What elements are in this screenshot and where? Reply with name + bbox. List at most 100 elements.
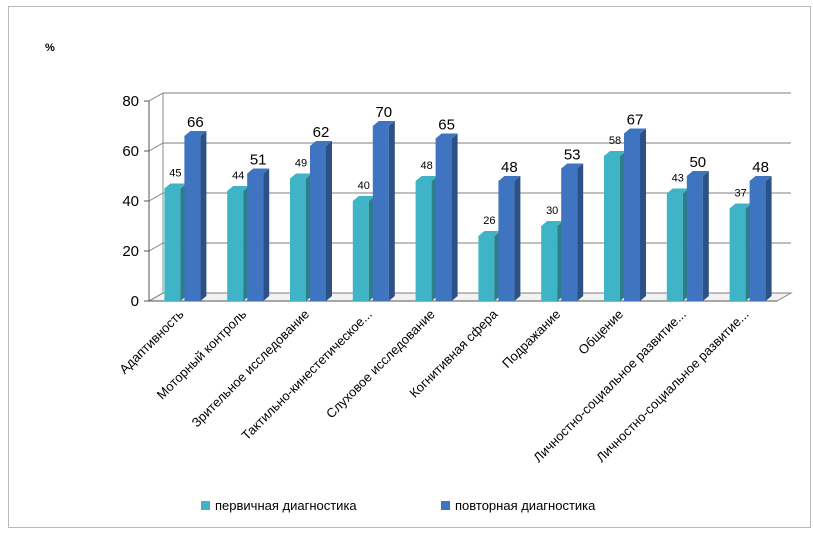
y-tick-label: 40	[122, 193, 139, 210]
bar-front	[164, 188, 181, 301]
bar-front	[184, 136, 201, 301]
bar-top	[435, 133, 458, 139]
bar-primary	[290, 173, 312, 301]
y-axis-label: %	[45, 42, 55, 54]
bar-top	[686, 171, 709, 176]
bar-front	[310, 146, 326, 301]
data-label: 26	[483, 215, 495, 227]
bar-top	[290, 173, 312, 179]
bar-front	[415, 181, 432, 301]
bar-top	[227, 186, 250, 191]
bar-repeat	[184, 131, 207, 301]
bar-top	[666, 188, 689, 194]
y-tick-label: 60	[122, 143, 139, 160]
data-label: 49	[295, 158, 307, 170]
data-label: 48	[752, 159, 769, 176]
bar-top	[352, 196, 375, 201]
bar-primary	[352, 196, 375, 301]
bar-top	[541, 221, 564, 226]
bar-primary	[729, 203, 752, 301]
bar-side	[514, 176, 521, 301]
data-label: 51	[250, 152, 267, 169]
bar-top	[749, 176, 772, 181]
bar-primary	[415, 176, 438, 301]
bar-front	[352, 201, 369, 301]
bar-front	[604, 156, 620, 301]
bar-front	[624, 133, 640, 301]
bar-front	[478, 236, 495, 301]
data-label: 45	[169, 168, 181, 180]
gridline-depth	[148, 192, 164, 202]
bar-top	[624, 128, 646, 134]
bar-top	[310, 141, 332, 146]
y-tick-label: 80	[122, 93, 139, 110]
x-tick-label: Тактильно-кинестетическое...	[238, 307, 375, 444]
bar-side	[263, 168, 270, 301]
bar-side	[388, 121, 395, 301]
data-label: 50	[689, 154, 706, 171]
bar-repeat	[624, 128, 646, 301]
gridline-depth	[148, 242, 164, 252]
y-tick-label: 0	[131, 293, 139, 310]
bar-top	[561, 163, 584, 169]
bar-top	[498, 176, 521, 181]
bar-top	[604, 151, 626, 156]
bar-repeat	[686, 171, 709, 301]
bar-front	[666, 193, 683, 301]
bar-front	[749, 181, 766, 301]
data-label: 62	[313, 124, 330, 141]
data-label: 30	[546, 205, 558, 217]
bar-repeat	[749, 176, 772, 301]
bar-repeat	[435, 133, 458, 301]
bar-front	[372, 126, 389, 301]
data-label: 44	[232, 170, 244, 182]
bar-side	[765, 176, 772, 301]
chart-frame: 0 20 40 60 80% 45 66 Адаптивность 44 51 Моторный к…	[8, 6, 811, 528]
data-label: 67	[627, 112, 644, 129]
bar-side	[451, 133, 458, 301]
data-label: 40	[358, 180, 370, 192]
bar-top	[372, 121, 395, 126]
bar-primary	[227, 186, 250, 301]
gridline-depth	[148, 142, 164, 152]
x-tick-label: Подражание	[499, 307, 563, 371]
bar-front	[247, 173, 264, 301]
data-label: 48	[420, 160, 432, 172]
data-label: 58	[609, 135, 621, 147]
legend-label: повторная диагностика	[455, 498, 596, 513]
bar-repeat	[372, 121, 395, 301]
bar-side	[326, 141, 332, 301]
bar-front	[498, 181, 515, 301]
bar-primary	[666, 188, 689, 301]
bar-primary	[478, 231, 501, 301]
legend-label: первичная диагностика	[215, 498, 357, 513]
data-label: 70	[375, 104, 392, 121]
bar-front	[561, 168, 578, 301]
x-tick-label: Слуховое исследование	[323, 307, 438, 422]
legend-swatch	[441, 501, 450, 510]
bar-primary	[541, 221, 564, 301]
bar-side	[577, 163, 584, 301]
bar-primary	[164, 183, 187, 301]
bar-front	[686, 176, 703, 301]
bar-top	[729, 203, 752, 209]
bar-front	[227, 191, 244, 301]
bar-side	[640, 128, 646, 301]
bar-repeat	[310, 141, 332, 301]
bar-top	[184, 131, 207, 136]
x-tick-label: Общение	[575, 307, 626, 358]
data-label: 43	[672, 173, 684, 185]
data-label: 37	[734, 188, 746, 200]
bar-primary	[604, 151, 626, 301]
x-tick-label: Адаптивность	[116, 306, 186, 376]
bar-top	[247, 168, 270, 174]
gridline-depth	[148, 292, 164, 302]
data-label: 66	[187, 114, 204, 131]
bar-top	[478, 231, 501, 236]
data-label: 65	[438, 117, 455, 134]
bar-side	[702, 171, 709, 301]
bar-side	[200, 131, 207, 301]
y-tick-label: 20	[122, 243, 139, 260]
legend-swatch	[201, 501, 210, 510]
